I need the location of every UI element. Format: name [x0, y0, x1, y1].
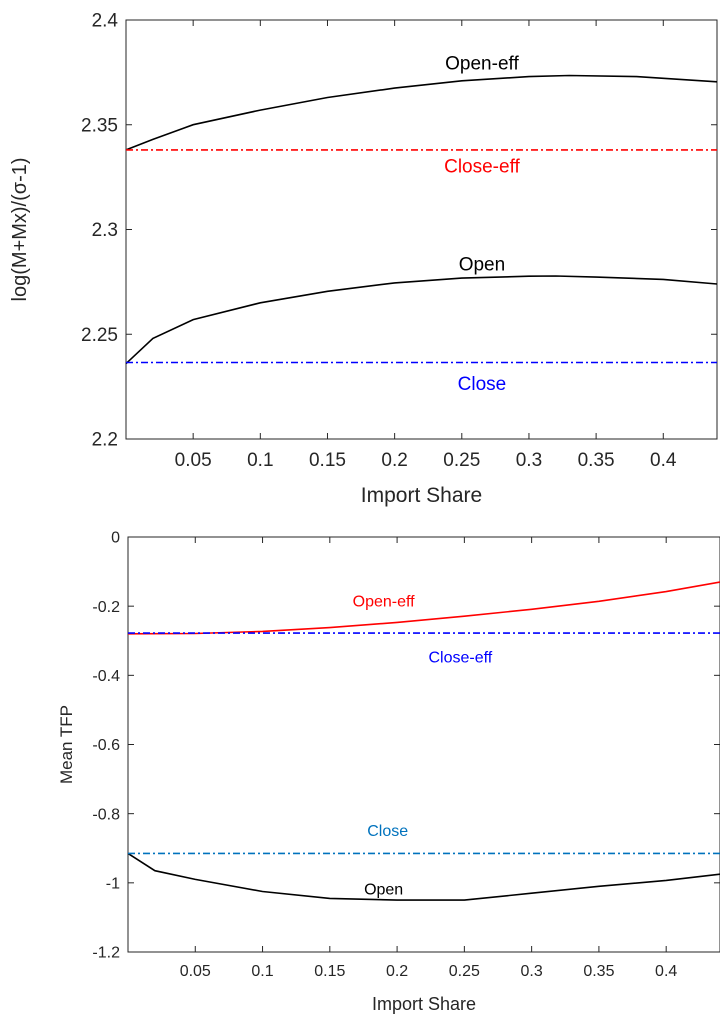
x-tick-label: 0.4: [655, 963, 677, 980]
annotation-close-eff: Close-eff: [444, 156, 520, 177]
y-axis-label: Mean TFP: [57, 705, 76, 784]
y-tick-label: 2.35: [81, 115, 118, 136]
x-tick-label: 0.4: [650, 450, 677, 471]
y-tick-label: -0.2: [92, 599, 120, 616]
chart-top-log-m: 0.05 0.1 0.15 0.2 0.25 0.3 0.35 0.4 2.2 2.25 2.3 2.…: [9, 11, 718, 507]
y-tick-label: -0.6: [92, 737, 120, 754]
x-axis-label: Import Share: [372, 994, 476, 1014]
x-tick-label: 0.05: [175, 450, 212, 471]
annotation-open: Open: [364, 881, 403, 898]
annotation-open-eff: Open-eff: [353, 594, 416, 611]
y-tick-label: 0: [111, 530, 120, 547]
x-tick-label: 0.05: [180, 963, 211, 980]
x-tick-label: 0.25: [443, 450, 480, 471]
y-tick-label: -1.2: [92, 945, 120, 962]
y-axis-label: log(M+Mx)/(σ-1): [9, 157, 31, 301]
annotation-open: Open: [459, 255, 505, 276]
x-tick-label: 0.15: [309, 450, 346, 471]
y-tick-label: 2.2: [92, 430, 118, 451]
annotation-close-eff: Close-eff: [428, 650, 492, 667]
series-line-open-eff: [127, 581, 720, 635]
x-tick-label: 0.2: [386, 963, 408, 980]
x-tick-label: 0.25: [449, 963, 480, 980]
series-line-open-eff: [125, 74, 718, 151]
plot-area-frame: [125, 19, 718, 440]
series-line-open: [125, 275, 718, 365]
annotation-close: Close: [458, 374, 507, 395]
x-tick-label: 0.35: [583, 963, 614, 980]
chart-bottom-mean-tfp: 0.05 0.1 0.15 0.2 0.25 0.3 0.35 0.4 -1.2 -1 -0.8 -0…: [57, 530, 720, 1014]
y-tick-label: 2.3: [92, 220, 118, 241]
x-tick-label: 0.35: [578, 450, 615, 471]
x-tick-label: 0.1: [247, 450, 273, 471]
series-line-open: [127, 852, 720, 901]
y-tick-label: -0.8: [92, 806, 120, 823]
y-tick-label: -1: [106, 875, 120, 892]
y-tick-label: 2.25: [81, 325, 118, 346]
x-tick-label: 0.15: [314, 963, 345, 980]
x-tick-label: 0.3: [516, 450, 542, 471]
y-tick-label: 2.4: [92, 11, 119, 32]
plot-area-frame: [127, 536, 720, 953]
x-axis-label: Import Share: [361, 484, 482, 507]
y-tick-label: -0.4: [92, 668, 120, 685]
annotation-open-eff: Open-eff: [445, 54, 519, 75]
annotation-close: Close: [367, 823, 408, 840]
x-tick-label: 0.1: [251, 963, 273, 980]
x-tick-label: 0.2: [381, 450, 407, 471]
x-tick-label: 0.3: [521, 963, 543, 980]
